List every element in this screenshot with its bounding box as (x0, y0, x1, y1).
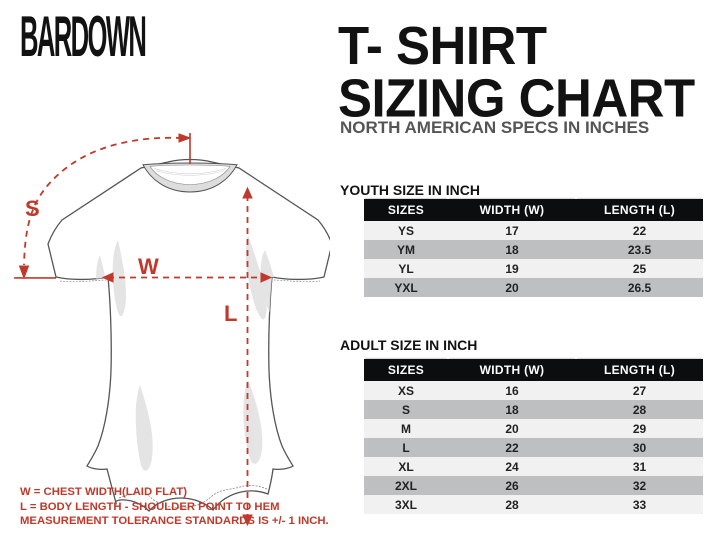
svg-text:L: L (224, 301, 237, 326)
svg-text:S: S (25, 196, 40, 221)
svg-text:W: W (138, 254, 159, 279)
